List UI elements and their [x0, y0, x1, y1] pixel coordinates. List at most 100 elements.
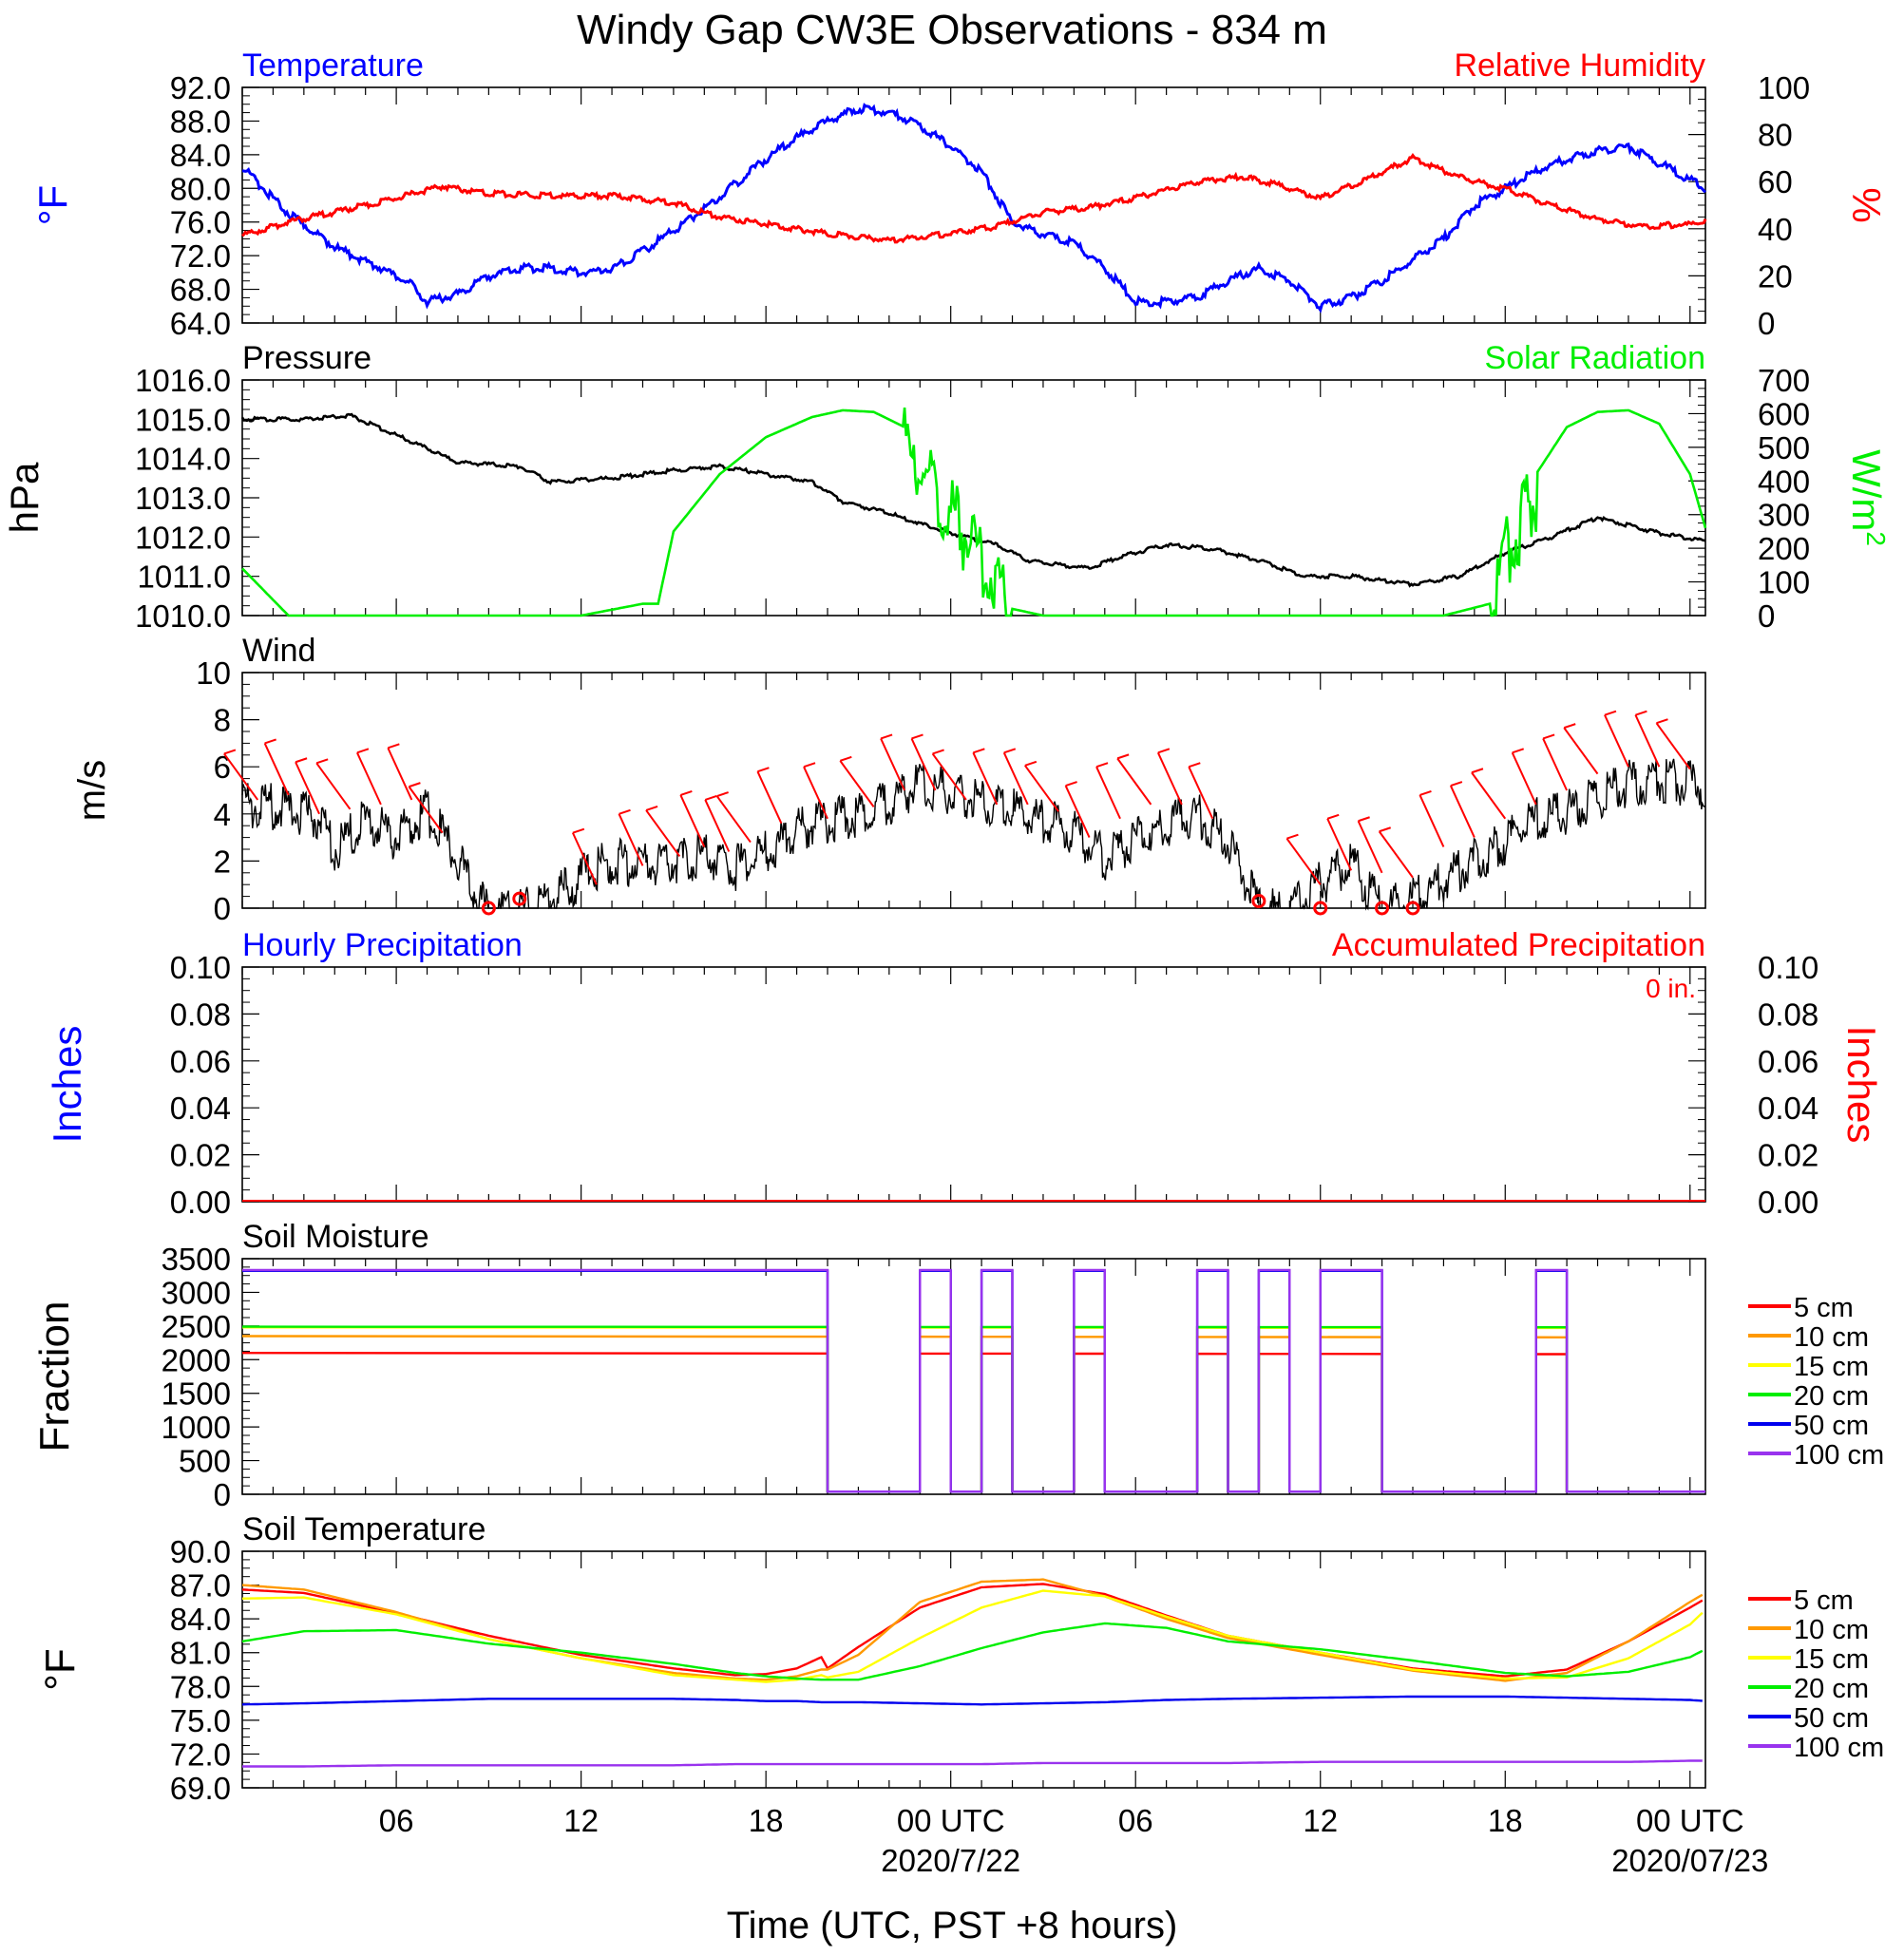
legend-label: 10 cm [1794, 1322, 1869, 1353]
wind-barb-flag [1116, 753, 1130, 760]
wind-barb [1634, 714, 1661, 768]
wind-barb-flag [1157, 748, 1171, 754]
y-tick-label: 300 [1758, 498, 1810, 533]
humidity-line [241, 153, 1707, 244]
wind-barb [356, 751, 382, 806]
y-tick-label: 40 [1758, 212, 1793, 247]
x-tick-label: 18 [1488, 1803, 1523, 1838]
y-tick-label: 1014.0 [135, 442, 231, 477]
humidity-axis-label: % [1844, 187, 1889, 222]
calm-wind-circle [481, 901, 496, 916]
y-tick-label: 500 [1758, 430, 1810, 465]
y-tick-label: 0.04 [1758, 1091, 1818, 1126]
wind-barb [880, 738, 905, 791]
wind-barb-flag [1379, 826, 1392, 833]
wind-barb [715, 795, 752, 844]
date-label: 2020/7/22 [881, 1843, 1020, 1878]
y-tick-label: 76.0 [170, 205, 231, 240]
wind-barb-flag [223, 749, 237, 755]
wind-barb [704, 799, 731, 852]
wind-barb-flag [645, 805, 658, 811]
calm-wind-circle [1251, 894, 1266, 909]
wind-barb [1511, 751, 1537, 806]
y-tick-label: 2 [214, 844, 231, 879]
wind-barb-flag [1419, 790, 1432, 796]
wind-barb-flag [409, 782, 421, 788]
soil-temp-line-1 [241, 1578, 1704, 1682]
y-tick-label: 1011.0 [138, 560, 231, 595]
y-tick-label: 0 [1758, 598, 1775, 634]
wind-barb [645, 809, 681, 858]
hourly-precip-axis-label: Inches [45, 1026, 89, 1144]
legend-label: 50 cm [1794, 1703, 1869, 1734]
wind-barb-flag [1563, 723, 1576, 730]
y-tick-label: 0.06 [1758, 1044, 1818, 1079]
y-tick-label: 1016.0 [135, 363, 231, 398]
wind-barb-flag [1604, 710, 1617, 716]
wind-barb-flag [572, 827, 585, 834]
wind-barb-flag [295, 757, 308, 764]
accum-precip-title: Accumulated Precipitation [1332, 927, 1705, 963]
pressure-axis-label: hPa [2, 462, 47, 533]
temperature-title: Temperature [242, 47, 424, 84]
y-tick-label: 3500 [162, 1242, 231, 1277]
legend-label: 50 cm [1794, 1411, 1869, 1441]
y-tick-label: 1010.0 [135, 598, 231, 634]
wind-barb-flag [1326, 813, 1340, 820]
y-tick-label: 3000 [162, 1275, 231, 1310]
y-tick-label: 0.04 [170, 1091, 231, 1126]
y-tick-label: 0.06 [170, 1044, 231, 1079]
y-tick-label: 78.0 [170, 1669, 231, 1704]
wind-barb-flag [1095, 762, 1109, 769]
wind-barb [1563, 727, 1599, 775]
wind-barb-flag [880, 733, 893, 740]
panel-5: 69.072.075.078.081.084.087.090.0 Soil Tem… [37, 1511, 1884, 1806]
y-tick-label: 72.0 [170, 238, 231, 274]
wind-barb-flag [315, 758, 329, 765]
wind-barb-flag [704, 794, 717, 801]
y-tick-label: 84.0 [170, 138, 231, 173]
wind-barb-flag [840, 755, 852, 762]
y-tick-label: 400 [1758, 464, 1810, 499]
wind-barb-flag [1656, 718, 1668, 725]
plot-frame [241, 966, 1706, 1203]
y-tick-label: 0 [214, 1477, 231, 1512]
temperature-axis-label: °F [30, 185, 75, 225]
wind-barb-flag [1542, 733, 1555, 740]
y-tick-label: 8 [214, 703, 231, 738]
y-tick-label: 69.0 [170, 1771, 231, 1806]
wind-barb-flag [1188, 762, 1201, 769]
y-tick-label: 20 [1758, 258, 1793, 294]
y-tick-label: 0.02 [1758, 1138, 1818, 1173]
y-tick-label: 600 [1758, 396, 1810, 431]
soil-moisture-title: Soil Moisture [242, 1219, 429, 1255]
wind-barb-flag [1358, 816, 1370, 823]
x-tick-label: 06 [379, 1803, 414, 1838]
wind-barb [223, 752, 259, 801]
wind-barb-flag [680, 790, 693, 796]
y-tick-label: 84.0 [170, 1602, 231, 1637]
wind-barb-flag [1065, 781, 1077, 787]
wind-speed-line [241, 758, 1706, 911]
wind-barb [1542, 738, 1569, 791]
y-tick-label: 68.0 [170, 273, 231, 308]
wind-barb [1156, 751, 1183, 806]
x-tick-label: 12 [1303, 1803, 1338, 1838]
y-tick-label: 87.0 [170, 1568, 231, 1604]
wind-barb [972, 751, 999, 806]
wind-barb [1116, 757, 1152, 806]
soil-moisture-line-4 [242, 1269, 1705, 1493]
wind-barb [408, 786, 444, 834]
wind-barb [1064, 785, 1091, 839]
y-tick-label: 500 [179, 1444, 231, 1479]
panel-3: 0.00 0.02 0.04 0.06 0.08 0.10 0.00 0.02 0.04 0.06… [45, 927, 1884, 1220]
solar-line [241, 407, 1707, 617]
y-tick-label: 2500 [162, 1309, 231, 1344]
panel-2: 0 2 4 6 8 10 Wind m/s [71, 633, 1706, 926]
wind-barb-flag [932, 749, 944, 755]
wind-barb [679, 794, 706, 847]
y-tick-label: 80.0 [170, 171, 231, 206]
panels: 64.068.072.076.080.084.088.092.002040608… [2, 47, 1892, 1806]
